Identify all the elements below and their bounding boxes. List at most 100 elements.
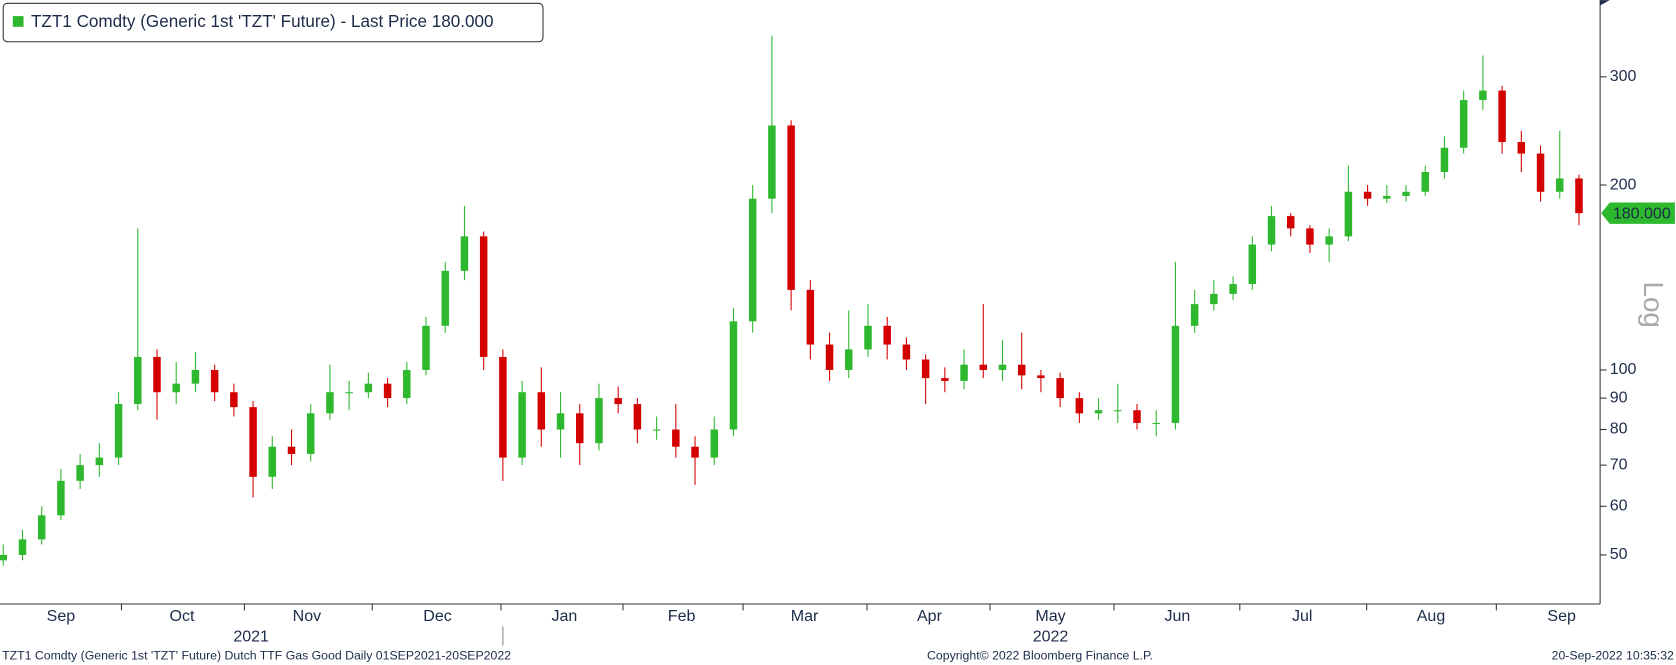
candle-body [210,369,219,393]
candle-body [1017,364,1026,376]
candle-body [652,429,661,431]
candle-body [1037,375,1045,379]
candle-body [537,392,546,430]
y-tick-label: 50 [1610,545,1628,563]
candle-body [1383,195,1391,199]
candle-body [1210,293,1218,305]
candle-body [1498,90,1506,142]
candle-body [364,383,373,393]
candle-body [998,364,1007,370]
x-tick-label: Jan [551,607,577,625]
candle-body [941,378,949,381]
candle-body [691,446,699,458]
x-tick-label: Jun [1164,607,1190,625]
candle-body [1575,178,1583,214]
x-tick-label: Sep [47,607,76,625]
candle-body [1344,191,1353,237]
candle-body [1363,191,1372,199]
candle-body [345,392,353,394]
candle-body [806,289,815,345]
candle-body [902,344,911,360]
candle-body [422,325,430,370]
candle-body [1114,410,1122,412]
candle-body [1306,228,1314,245]
footer-left: TZT1 Comdty (Generic 1st 'TZT' Future) D… [2,649,511,663]
candle-body [76,465,84,481]
candle-body [479,236,488,357]
legend-text: TZT1 Comdty (Generic 1st 'TZT' Future) -… [31,12,493,31]
candle-body [595,398,603,444]
x-tick-label: Mar [791,607,819,625]
scale-label: Log [1638,282,1669,328]
candle-body [114,404,123,458]
footer-right: 20-Sep-2022 10:35:32 [1552,649,1674,663]
candle-body [1229,284,1237,294]
y-tick-label: 200 [1610,175,1637,193]
candle-body [460,236,469,271]
candle-body [95,457,104,466]
candle-body [556,413,565,430]
x-tick-label: Feb [668,607,696,625]
y-tick-label: 90 [1610,388,1628,406]
candle-body [1190,304,1199,326]
candle-body [1440,147,1449,173]
candle-body [172,383,180,393]
year-label: 2022 [1033,627,1069,645]
candle-body [287,446,296,454]
y-tick-label: 300 [1610,67,1637,85]
x-tick-label: Dec [423,607,451,625]
candle-body [249,407,257,477]
legend-box [2,2,544,43]
candle-body [864,325,872,350]
footer-center: Copyright© 2022 Bloomberg Finance L.P. [927,649,1153,663]
candle-body [672,429,680,447]
axis-marker [1600,0,1610,6]
candle-body [960,364,968,381]
legend-swatch [12,16,24,27]
candle-body [1479,90,1487,101]
candle-body [1171,325,1180,423]
candle-body [1459,100,1468,148]
candle-body [748,198,757,322]
candle-body [0,554,8,561]
candle-body [1075,398,1084,414]
candle-body [1133,410,1141,423]
candle-body [1325,236,1333,245]
candle-body [979,364,988,370]
y-tick-label: 70 [1610,455,1628,473]
candle-body [1152,422,1160,424]
candle-body [1248,244,1257,285]
candle-body [441,270,449,326]
y-tick-label: 60 [1610,497,1628,515]
last-price-label: 180.000 [1613,204,1671,222]
candle-body [499,356,507,458]
candle-body [845,349,853,370]
candle-body [883,325,891,345]
candle-body [57,480,65,516]
x-tick-label: Apr [917,607,943,625]
candle-body [614,398,622,405]
candle-body [710,429,718,458]
candle-body [383,383,392,399]
y-tick-label: 100 [1610,360,1637,378]
candle-body [153,356,161,393]
last-price-badge [1601,202,1675,224]
candle-body [134,356,142,405]
candle-body [326,392,334,414]
candle-body [1556,178,1564,192]
candle-body [306,413,315,454]
candle-body [768,125,776,199]
candle-body [37,515,46,540]
x-tick-label: Nov [293,607,321,625]
candle-body [787,125,795,290]
candle-body [1402,191,1410,196]
candle-body [576,413,584,444]
candle-body [1094,410,1103,414]
candle-body [729,321,738,430]
candle-body [403,369,411,399]
candle-body [825,344,834,370]
x-tick-label: Jul [1292,607,1312,625]
candle-body [1421,172,1429,192]
candle-body [18,539,27,555]
